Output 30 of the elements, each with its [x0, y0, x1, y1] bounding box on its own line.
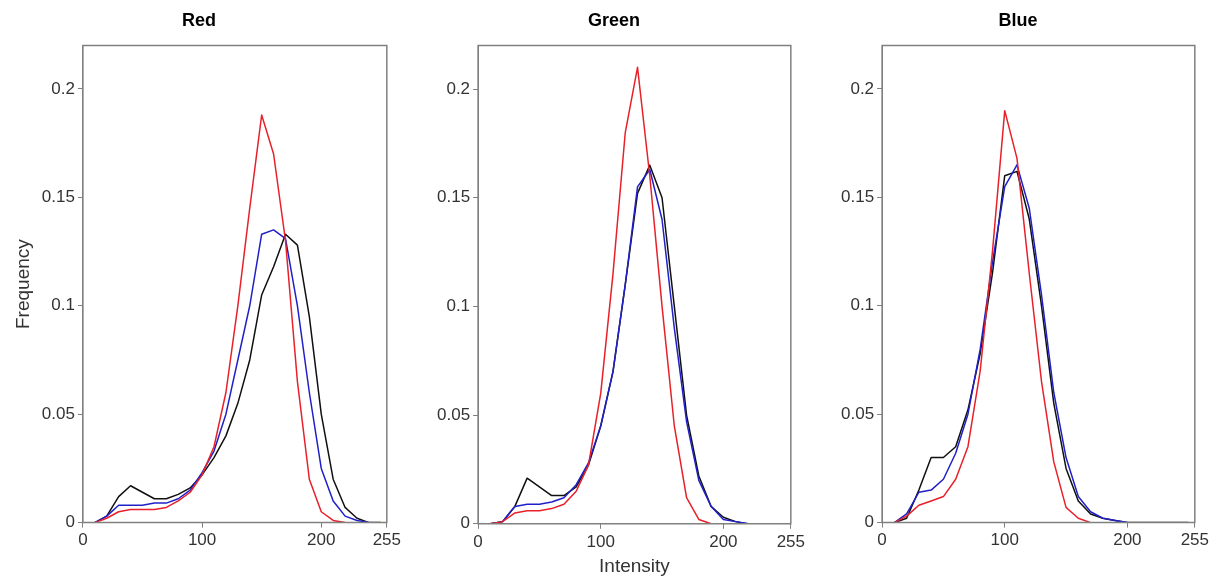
y-tick-label: 0.2 [446, 78, 471, 98]
x-tick-label: 255 [1180, 530, 1210, 550]
y-tick-label: 0.1 [51, 295, 75, 315]
y-tick-label: 0.15 [436, 187, 471, 207]
y-tick-label: 0.05 [436, 404, 471, 424]
y-tick-label: 0 [460, 513, 471, 533]
x-tick-label: 100 [990, 530, 1019, 550]
chart-title: Blue [998, 9, 1038, 30]
x-tick-label: 200 [307, 530, 336, 550]
chart-title: Red [181, 9, 217, 30]
y-tick-label: 0.05 [840, 403, 875, 423]
x-tick-label: 255 [372, 530, 402, 550]
chart-title: Green [587, 9, 641, 30]
x-tick-label: 200 [709, 531, 738, 551]
y-tick-label: 0.05 [41, 403, 75, 423]
x-tick-label: 0 [78, 530, 88, 550]
x-axis-title: Intensity [599, 554, 671, 576]
y-tick-label: 0.1 [850, 295, 875, 315]
y-tick-label: 0 [864, 512, 875, 532]
y-tick-label: 0.15 [840, 187, 875, 207]
y-tick-label: 0.1 [446, 296, 471, 316]
x-tick-label: 100 [586, 531, 615, 551]
y-axis-title: Frequency [11, 238, 33, 329]
y-tick-label: 0.2 [51, 78, 75, 98]
y-tick-label: 0 [65, 512, 75, 532]
x-tick-label: 200 [1113, 530, 1142, 550]
y-tick-label: 0.15 [41, 187, 75, 207]
y-tick-label: 0.2 [850, 78, 875, 98]
x-tick-label: 255 [776, 531, 806, 551]
x-tick-label: 100 [187, 530, 217, 550]
